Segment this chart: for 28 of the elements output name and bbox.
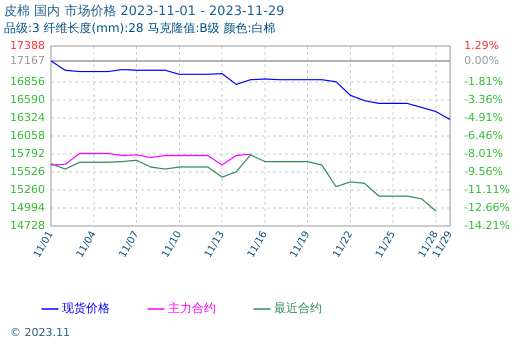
y2-tick-label: -4.91%: [464, 110, 504, 124]
chart-subtitle: 品级:3 纤维长度(mm):28 马克隆值:B级 颜色:白棉: [4, 20, 276, 35]
y-tick-label: 16590: [10, 92, 45, 106]
y2-tick-label: -1.81%: [464, 74, 504, 88]
y-tick-label: 16058: [10, 128, 45, 142]
y2-tick-label: -12.66%: [464, 200, 510, 214]
legend-label: 现货价格: [62, 301, 110, 316]
y-tick-label: 15792: [10, 146, 45, 160]
legend-label: 最近合约: [274, 301, 322, 316]
y2-tick-label: -8.01%: [464, 146, 504, 160]
y2-tick-label: -14.21%: [464, 218, 510, 232]
y2-tick-label: -9.56%: [464, 164, 504, 178]
y2-tick-label: 1.29%: [464, 38, 500, 52]
y2-tick-label: -6.46%: [464, 128, 504, 142]
text: © 2023.11: [10, 326, 70, 339]
y-tick-label: 14728: [10, 218, 45, 232]
y-tick-label: 16856: [10, 74, 45, 88]
y-tick-label: 17167: [10, 54, 45, 67]
y2-tick-label: -3.36%: [464, 92, 504, 106]
chart-title: 皮棉 国内 市场价格 2023-11-01 - 2023-11-29: [4, 4, 284, 20]
y-tick-label: 17388: [10, 38, 45, 52]
legend-label: 主力合约: [168, 301, 216, 316]
y2-tick-label: -11.11%: [464, 182, 510, 196]
y-tick-label: 15260: [10, 182, 45, 196]
y-tick-label: 14994: [10, 200, 45, 214]
y-tick-label: 16324: [10, 110, 45, 124]
y2-tick-label: 0.00%: [464, 54, 500, 67]
y-tick-label: 15526: [10, 164, 45, 178]
